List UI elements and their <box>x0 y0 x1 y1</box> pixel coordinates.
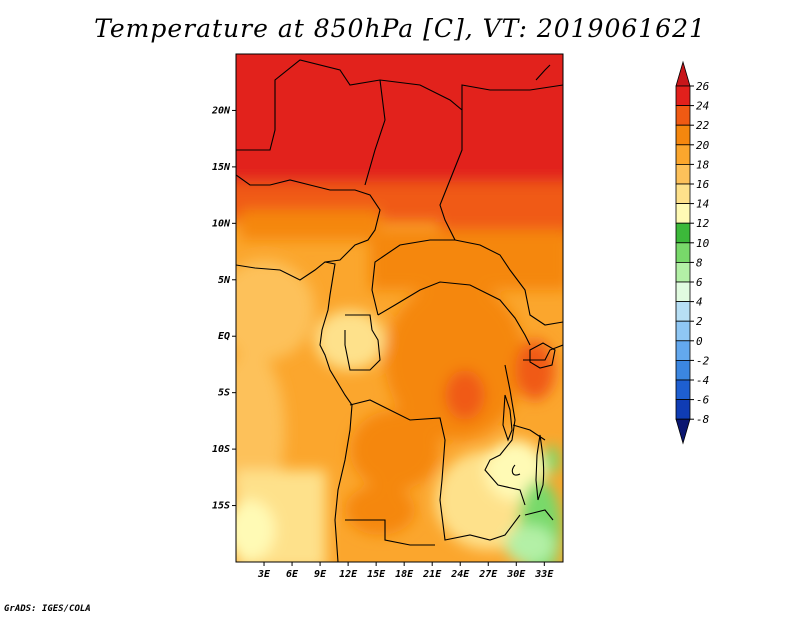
colorbar-label: -6 <box>696 394 710 407</box>
colorbar-label: 10 <box>696 237 710 250</box>
colorbar-box <box>675 320 691 342</box>
colorbar-label: -8 <box>696 413 710 426</box>
colorbar-box <box>675 163 691 185</box>
lat-tick-label: 20N <box>211 105 231 116</box>
lon-tick-label: 6E <box>286 569 299 580</box>
grads-credit: GrADS: IGES/COLA <box>4 604 91 614</box>
colorbar-label: 26 <box>696 80 710 93</box>
temperature-field <box>236 54 563 562</box>
colorbar-box <box>675 359 691 381</box>
colorbar-max-triangle <box>675 60 691 87</box>
lon-tick-label: 18E <box>395 569 414 580</box>
plot-title: Temperature at 850hPa [C], VT: 201906162… <box>94 14 706 43</box>
colorbar-label: 8 <box>696 256 703 269</box>
colorbar-label: 16 <box>696 178 710 191</box>
colorbar-label: 14 <box>696 198 709 211</box>
colorbar-box <box>675 222 691 244</box>
colorbar-box <box>675 105 691 126</box>
colorbar-label: 22 <box>696 119 710 132</box>
colorbar-label: 12 <box>696 217 710 230</box>
lon-tick-label: 12E <box>339 569 358 580</box>
lon-tick-label: 15E <box>367 569 386 580</box>
colorbar-box <box>675 399 691 420</box>
colorbar-box <box>675 261 691 283</box>
colorbar-label: 4 <box>696 296 703 309</box>
lon-tick-label: 9E <box>314 569 327 580</box>
lakes <box>502 64 556 501</box>
colorbar-box <box>675 379 691 401</box>
colorbar-box <box>675 144 691 165</box>
lat-tick-label: 10S <box>212 444 230 455</box>
lon-tick-label: 3E <box>257 569 271 580</box>
lat-tick-label: 15S <box>212 501 230 512</box>
lat-tick-label: 10N <box>212 218 231 229</box>
colorbar-label: 20 <box>696 139 710 152</box>
lat-tick-label: 15N <box>212 162 231 173</box>
longitude-axis: 3E 6E 9E 12E 15E 18E 21E 24E 27E 30E 33E <box>257 562 554 580</box>
lon-tick-label: 33E <box>534 569 554 580</box>
lon-tick-label: 30E <box>506 569 526 580</box>
colorbar-box <box>675 281 691 303</box>
colorbar-box <box>675 183 691 205</box>
colorbar-label: 24 <box>696 100 709 113</box>
map-frame <box>235 53 564 563</box>
lat-tick-label: 5S <box>218 388 230 399</box>
latitude-axis: 20N 15N 10N 5N EQ 5S 10S 15S <box>211 105 236 512</box>
colorbar-label: 18 <box>696 158 710 171</box>
lat-tick-label: 5N <box>218 275 231 286</box>
colorbar-label: -2 <box>696 354 710 367</box>
colorbar-box <box>675 301 691 322</box>
lon-tick-label: 21E <box>422 569 442 580</box>
colorbar-box <box>675 124 691 146</box>
colorbar-box <box>675 340 691 361</box>
colorbar-box <box>675 203 691 224</box>
colorbar-min-triangle <box>675 418 691 445</box>
lon-tick-label: 27E <box>478 569 498 580</box>
colorbar-label: 2 <box>696 315 703 328</box>
colorbar-label: -4 <box>696 374 709 387</box>
colorbar-box <box>675 85 691 107</box>
lon-tick-label: 24E <box>450 569 470 580</box>
colorbar-label: 6 <box>696 276 703 289</box>
colorbar-box <box>675 242 691 263</box>
lat-tick-label: EQ <box>218 331 230 342</box>
colorbar-label: 0 <box>696 335 703 348</box>
